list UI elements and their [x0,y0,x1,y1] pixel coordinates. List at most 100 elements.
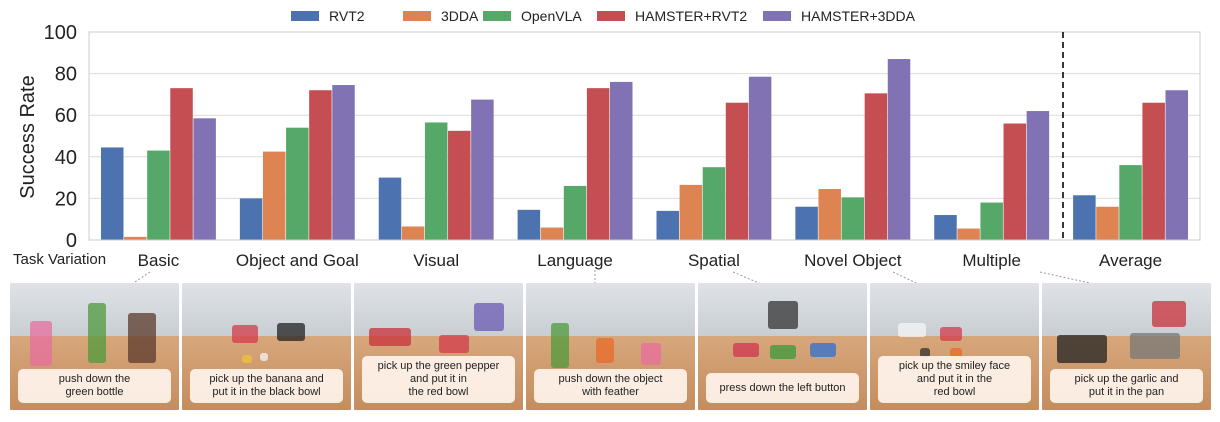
bar-hamster-rvt2-4 [725,102,749,240]
caption-line: pick up the smiley face [898,360,1011,372]
caption-line: and put it in [410,373,467,385]
x-tick-label: Object and Goal [236,251,359,270]
legend-swatch [597,11,625,21]
caption-line: press down the left button [719,381,846,394]
bar-3dda-1 [262,151,286,240]
task-photo-1: push down the green bottle [10,283,179,410]
legend-item: HAMSTER+RVT2 [597,8,747,24]
bar-openvla-3 [563,185,587,240]
bar-3dda-7 [1096,206,1119,240]
photo-object [474,303,504,331]
y-tick-label: 40 [55,147,77,169]
bar-3dda-6 [957,228,980,240]
bar-hamster-3dda-6 [1026,111,1050,240]
task-photo-4: push down the object with feather [526,283,695,410]
bar-hamster-rvt2-1 [309,90,332,241]
bar-hamster-3dda-1 [332,85,355,240]
y-tick-label: 20 [55,188,77,210]
caption-line: pick up the banana and [209,373,324,385]
caption-line: and put it in the [916,373,993,385]
legend-label: OpenVLA [521,8,582,24]
bar-openvla-2 [424,122,448,240]
caption-line: with feather [582,386,639,398]
caption-line: put it in the pan [1088,386,1165,398]
task-photo-6: pick up the smiley face and put it in the… [870,283,1039,410]
y-tick-labels: 0 20 40 60 80 100 [44,22,77,252]
photo-object [950,348,962,358]
photo-object [810,343,836,357]
x-tick-label: Visual [413,251,459,270]
bar-hamster-3dda-0 [193,118,216,240]
task-photo-7: pick up the garlic and put it in the pan [1042,283,1211,410]
connector-line [732,271,765,285]
task-photo-5: press down the left button [698,283,867,410]
bar-openvla-0 [147,150,170,240]
bar-openvla-6 [980,202,1003,240]
y-tick-label: 100 [44,22,77,44]
x-tick-label: Language [537,251,613,270]
legend-swatch [403,11,431,21]
legend-item: OpenVLA [483,8,582,24]
bar-hamster-rvt2-0 [170,88,193,240]
task-photo-strip: push down the green bottle pick up the ban… [10,283,1211,411]
bar-3dda-5 [818,189,841,240]
caption-line: pick up the garlic and [1074,373,1179,385]
bar-hamster-rvt2-3 [586,88,610,240]
bar-hamster-3dda-5 [887,59,911,240]
bar-hamster-3dda-4 [748,76,772,240]
legend-label: HAMSTER+3DDA [801,8,916,24]
bar-3dda-0 [124,236,147,240]
x-tick-label: Spatial [688,251,740,270]
photo-caption: pick up the banana and put it in the blac… [190,369,343,403]
legend: RVT2 3DDA OpenVLA HAMSTER+RVT2 HAMSTER+3DDA [291,8,916,24]
photo-caption: push down the object with feather [534,369,687,403]
axes [88,31,1201,241]
bar-3dda-3 [540,227,564,240]
task-photo-2: pick up the banana and put it in the blac… [182,283,351,410]
photo-object [439,335,469,353]
legend-item: RVT2 [291,8,365,24]
photo-object [1130,333,1180,359]
y-tick-label: 60 [55,105,77,127]
photo-object [641,343,661,365]
bar-hamster-3dda-2 [471,99,494,240]
photo-object [242,355,252,363]
photo-object [940,327,962,341]
bar-hamster-rvt2-2 [448,130,471,240]
photo-caption: press down the left button [706,373,859,403]
legend-label: 3DDA [441,8,479,24]
caption-line: put it in the black bowl [212,386,321,398]
bar-rvt2-1 [239,198,263,240]
bar-hamster-3dda-7 [1165,90,1189,241]
task-photo-3: pick up the green pepper and put it in the… [354,283,523,410]
plot-frame [88,31,1201,241]
bar-rvt2-3 [517,209,541,240]
photo-object [277,323,305,341]
photo-object [768,301,798,329]
legend-label: HAMSTER+RVT2 [635,8,747,24]
photo-caption: push down the green bottle [18,369,171,403]
x-tick-labels: Basic Object and Goal Visual Language Spatia… [138,251,1162,270]
bar-openvla-5 [841,197,865,240]
bar-openvla-1 [286,127,309,240]
bar-hamster-rvt2-6 [1003,123,1027,240]
bar-rvt2-7 [1073,195,1096,240]
bar-rvt2-0 [100,147,124,240]
x-tick-label: Multiple [962,251,1021,270]
photo-object [770,345,796,359]
legend-label: RVT2 [329,8,365,24]
photo-caption: pick up the smiley face and put it in the… [878,356,1031,403]
caption-line: push down the [58,373,131,385]
caption-line: push down the object [558,373,663,385]
legend-item: HAMSTER+3DDA [763,8,916,24]
bar-hamster-3dda-3 [610,81,633,240]
photo-object [260,353,268,361]
bars [100,59,1189,241]
x-tick-label: Basic [138,251,180,270]
legend-item: 3DDA [403,8,479,24]
legend-swatch [763,11,791,21]
bar-openvla-4 [702,167,726,240]
caption-line: green bottle [65,386,124,398]
y-tick-label: 0 [66,230,77,252]
photo-object [551,323,569,368]
